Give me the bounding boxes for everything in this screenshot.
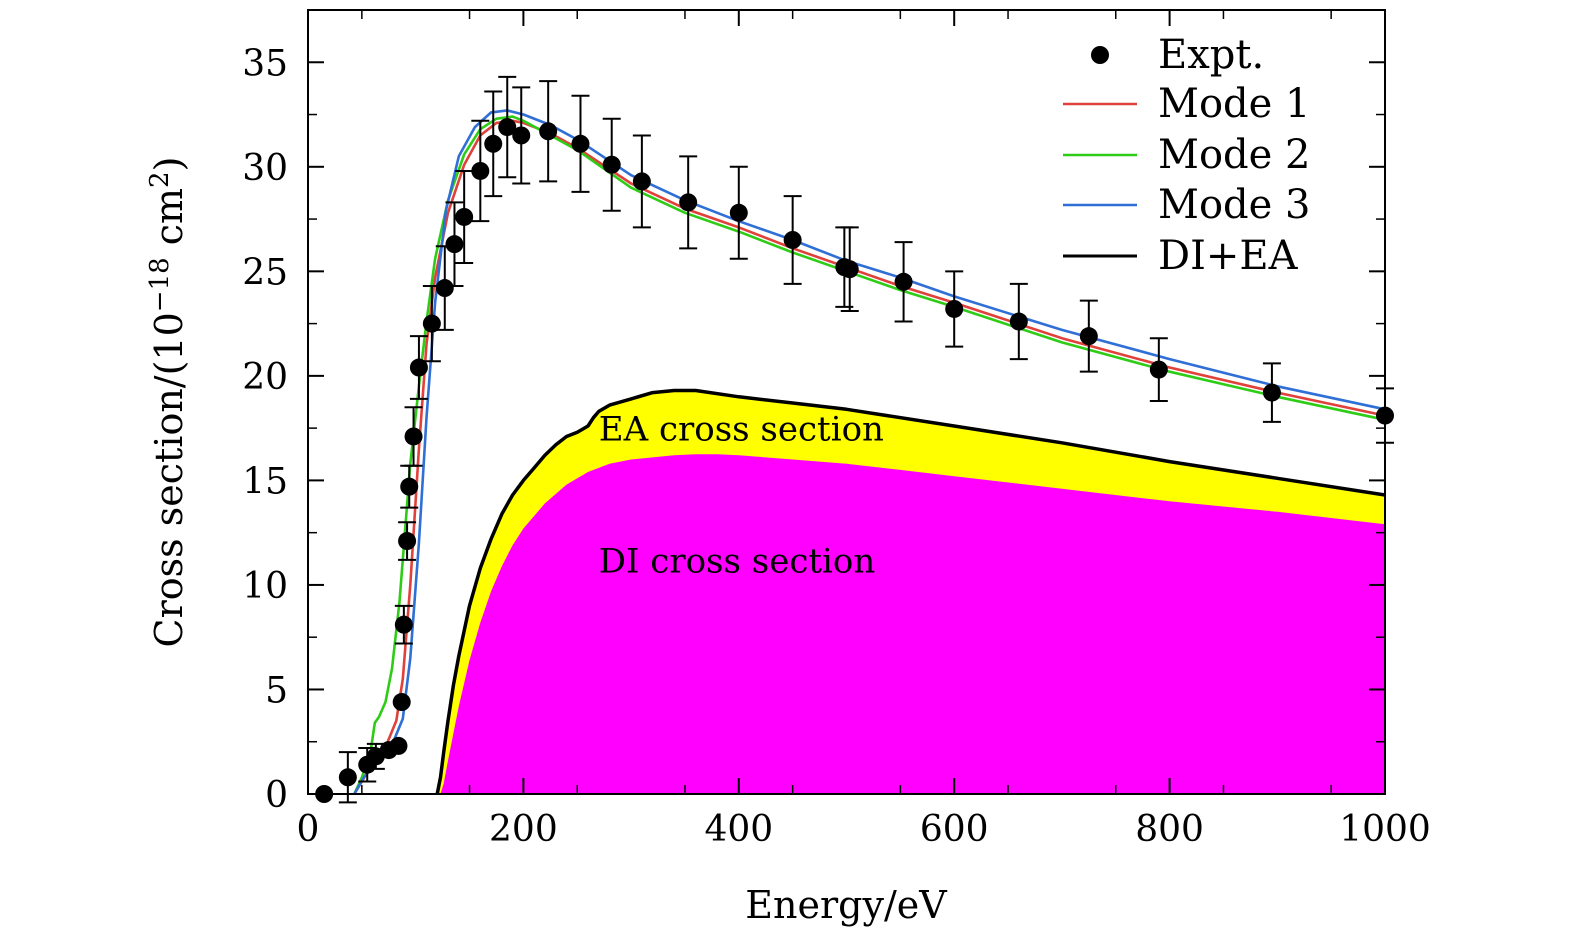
expt-marker [602, 155, 621, 174]
y-axis-title: Cross section/(10−18 cm2) [145, 157, 191, 648]
expt-point-11 [404, 406, 423, 467]
expt-point-32 [1009, 282, 1028, 361]
x-tick-label: 1000 [1339, 809, 1431, 850]
x-tick-label: 600 [920, 809, 989, 850]
expt-point-14 [435, 245, 454, 331]
legend-label-expt: Expt. [1158, 32, 1264, 78]
y-tick-label: 10 [242, 566, 288, 607]
annotation-di: DI cross section [599, 541, 875, 581]
expt-point-34 [1149, 337, 1168, 402]
ticks-layer: 0 200 400 600 800 1000 0 5 10 15 20 25 30 35 [242, 10, 1431, 850]
y-axis-title-main: Cross section/(10 [147, 312, 191, 647]
expt-point-23 [602, 117, 621, 212]
expt-point-33 [1079, 299, 1098, 373]
series-line-mode-2 [353, 115, 1386, 795]
expt-marker [1149, 360, 1168, 379]
expt-marker [894, 272, 913, 291]
expt-point-9 [398, 521, 417, 561]
series-line-di-ea [435, 388, 1386, 795]
expt-point-30 [894, 241, 913, 323]
expt-marker [840, 260, 859, 279]
y-axis-title-exponent: −18 [145, 257, 175, 312]
expt-marker [445, 235, 464, 254]
y-tick-label: 5 [265, 670, 288, 711]
expt-point-7 [392, 693, 411, 712]
expt-point-22 [571, 94, 590, 193]
expt-point-21 [539, 80, 558, 183]
x-tick-label: 0 [297, 809, 320, 850]
y-tick-label: 15 [242, 461, 288, 502]
expt-marker [1009, 312, 1028, 331]
expt-marker [398, 532, 417, 551]
y-tick-label: 35 [242, 43, 288, 84]
x-tick-label: 200 [489, 809, 558, 850]
expt-marker [435, 279, 454, 298]
legend-label-di-ea: DI+EA [1158, 233, 1299, 279]
expt-point-17 [471, 119, 490, 223]
fill-layer [437, 390, 1385, 794]
expt-marker [1079, 327, 1098, 346]
annotation-ea: EA cross section [599, 410, 884, 450]
y-axis-title-square: 2 [145, 171, 175, 188]
points-layer [315, 75, 1394, 804]
expt-point-25 [679, 155, 698, 250]
expt-point-26 [729, 165, 748, 260]
y-tick-label: 30 [242, 148, 288, 189]
expt-marker [632, 172, 651, 191]
expt-marker [392, 693, 411, 712]
expt-point-19 [498, 75, 517, 179]
expt-marker [338, 768, 357, 787]
legend-label-mode-2: Mode 2 [1158, 132, 1310, 178]
expt-point-6 [389, 736, 408, 755]
expt-point-29 [840, 226, 859, 313]
expt-marker [945, 299, 964, 318]
expt-marker [455, 207, 474, 226]
y-tick-label: 20 [242, 357, 288, 398]
expt-marker [498, 118, 517, 137]
expt-marker [512, 126, 531, 145]
expt-marker [484, 134, 503, 153]
expt-marker [539, 122, 558, 141]
expt-point-31 [945, 270, 964, 348]
expt-marker [679, 193, 698, 212]
plot-frame [307, 9, 1386, 795]
expt-point-12 [409, 335, 428, 400]
expt-point-35 [1262, 362, 1281, 423]
expt-point-16 [455, 169, 474, 264]
expt-point-20 [512, 86, 531, 185]
expt-marker [389, 736, 408, 755]
expt-point-15 [445, 201, 464, 287]
di-region-fill [440, 454, 1385, 794]
x-axis-title: Energy/eV [745, 883, 947, 927]
expt-marker [409, 358, 428, 377]
expt-point-24 [632, 134, 651, 229]
expt-point-18 [484, 90, 503, 198]
expt-marker [729, 203, 748, 222]
legend-marker-expt [1091, 46, 1109, 64]
expt-marker [400, 477, 419, 496]
y-axis-title-close: ) [147, 157, 191, 172]
x-tick-label: 800 [1135, 809, 1204, 850]
expt-marker [1262, 383, 1281, 402]
y-tick-label: 25 [242, 252, 288, 293]
expt-marker [404, 427, 423, 446]
x-tick-label: 400 [704, 809, 773, 850]
y-axis-title-unit: cm [147, 188, 191, 257]
expt-marker [422, 314, 441, 333]
y-tick-label: 0 [265, 775, 288, 816]
expt-point-8 [394, 604, 413, 645]
expt-point-27 [783, 195, 802, 285]
expt-marker [471, 161, 490, 180]
legend-label-mode-1: Mode 1 [1158, 81, 1310, 127]
legend: Expt. Mode 1 Mode 2 Mode 3 DI+EA [1063, 32, 1310, 279]
expt-marker [783, 230, 802, 249]
legend-label-mode-3: Mode 3 [1158, 182, 1310, 228]
expt-marker [394, 615, 413, 634]
expt-marker [571, 134, 590, 153]
